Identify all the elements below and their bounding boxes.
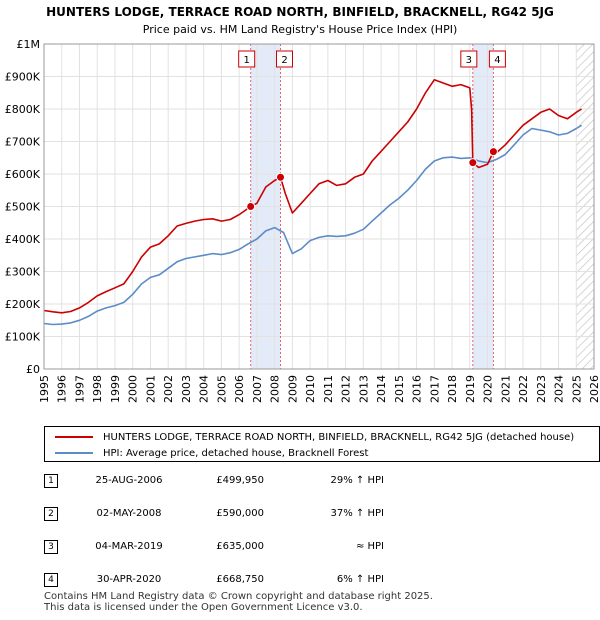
transaction-marker-label: 3 xyxy=(466,55,472,66)
table-row: 1 25-AUG-2006 £499,950 29% ↑ HPI xyxy=(44,471,404,491)
transaction-hpi-note: 37% ↑ HPI xyxy=(330,508,384,519)
legend-item-hpi: HPI: Average price, detached house, Brac… xyxy=(55,445,368,461)
transaction-marker-box xyxy=(460,50,478,68)
x-tick-label: 2007 xyxy=(251,375,264,403)
legend-item-property: HUNTERS LODGE, TERRACE ROAD NORTH, BINFI… xyxy=(55,429,574,445)
y-tick-label: £200K xyxy=(5,298,41,311)
x-tick-label: 1999 xyxy=(109,375,122,403)
x-tick-label: 2018 xyxy=(446,375,459,403)
footer: Contains HM Land Registry data © Crown c… xyxy=(44,591,433,613)
x-tick-label: 2008 xyxy=(269,375,282,403)
transaction-marker: 2 xyxy=(44,507,58,521)
transaction-marker-box xyxy=(238,50,256,68)
transaction-point xyxy=(488,147,498,157)
x-tick-label: 2009 xyxy=(286,375,299,403)
x-tick-label: 2016 xyxy=(411,375,424,403)
x-tick-label: 2006 xyxy=(233,375,246,403)
table-row: 2 02-MAY-2008 £590,000 37% ↑ HPI xyxy=(44,504,404,524)
x-tick-label: 2015 xyxy=(393,375,406,403)
legend-label-property: HUNTERS LODGE, TERRACE ROAD NORTH, BINFI… xyxy=(103,431,575,443)
y-tick-label: £1M xyxy=(17,38,41,51)
legend: HUNTERS LODGE, TERRACE ROAD NORTH, BINFI… xyxy=(44,426,600,462)
y-tick-label: £600K xyxy=(5,168,41,181)
table-row: 3 04-MAR-2019 £635,000 ≈ HPI xyxy=(44,537,404,557)
x-tick-label: 2003 xyxy=(180,375,193,403)
transaction-price: £499,950 xyxy=(216,475,264,486)
x-tick-label: 2022 xyxy=(517,375,530,403)
transaction-marker-box xyxy=(276,50,293,68)
transaction-date: 25-AUG-2006 xyxy=(95,475,163,486)
x-tick-label: 1998 xyxy=(91,375,104,403)
y-tick-label: £400K xyxy=(5,233,41,246)
x-tick-label: 2014 xyxy=(375,375,388,403)
x-tick-label: 2025 xyxy=(570,375,583,403)
x-tick-label: 1997 xyxy=(73,375,86,403)
x-tick-label: 2024 xyxy=(553,375,566,403)
x-tick-label: 2019 xyxy=(464,375,477,403)
y-tick-label: £800K xyxy=(5,103,41,116)
transaction-price: £635,000 xyxy=(216,541,264,552)
x-tick-label: 2026 xyxy=(588,375,600,403)
x-tick-label: 2005 xyxy=(215,375,228,403)
x-tick-label: 2020 xyxy=(482,375,495,403)
transaction-marker: 1 xyxy=(44,474,58,488)
transaction-hpi-note: ≈ HPI xyxy=(355,541,384,552)
transaction-date: 04-MAR-2019 xyxy=(95,541,163,552)
y-tick-label: £500K xyxy=(5,201,41,214)
footer-copyright: Contains HM Land Registry data © Crown c… xyxy=(44,591,433,602)
y-tick-label: £300K xyxy=(5,266,41,279)
plot-border xyxy=(43,43,595,370)
x-tick-label: 2013 xyxy=(357,375,370,403)
transaction-marker: 4 xyxy=(44,573,58,587)
legend-swatch-property xyxy=(55,436,93,438)
y-tick-label: £100K xyxy=(5,331,41,344)
transaction-hpi-note: 6% ↑ HPI xyxy=(336,574,384,585)
legend-label-hpi: HPI: Average price, detached house, Brac… xyxy=(103,447,369,459)
price-chart: HUNTERS LODGE, TERRACE ROAD NORTH, BINFI… xyxy=(5,5,600,403)
legend-swatch-hpi xyxy=(55,452,93,454)
transaction-point xyxy=(468,158,478,168)
x-tick-label: 1995 xyxy=(38,375,51,403)
footer-licence: This data is licensed under the Open Gov… xyxy=(44,602,363,613)
x-tick-label: 2002 xyxy=(162,375,175,403)
transaction-marker: 3 xyxy=(44,540,58,554)
chart-title: HUNTERS LODGE, TERRACE ROAD NORTH, BINFI… xyxy=(46,5,554,19)
transaction-point xyxy=(276,172,285,182)
y-tick-label: £0 xyxy=(26,363,40,376)
x-tick-label: 2017 xyxy=(428,375,441,403)
chart-subtitle: Price paid vs. HM Land Registry's House … xyxy=(143,23,458,36)
transaction-date: 30-APR-2020 xyxy=(96,574,162,585)
table-row: 4 30-APR-2020 £668,750 6% ↑ HPI xyxy=(44,570,404,590)
x-tick-label: 1996 xyxy=(56,375,69,403)
x-tick-label: 2004 xyxy=(198,375,211,403)
transaction-price: £668,750 xyxy=(216,574,264,585)
transaction-price: £590,000 xyxy=(216,508,264,519)
x-tick-label: 2012 xyxy=(340,375,353,403)
transaction-hpi-note: 29% ↑ HPI xyxy=(330,475,384,486)
hpi-line xyxy=(43,124,583,326)
y-tick-label: £900K xyxy=(5,71,41,84)
transaction-marker-box xyxy=(488,50,506,68)
transaction-point xyxy=(246,202,256,212)
x-tick-label: 2023 xyxy=(535,375,548,403)
x-tick-label: 2001 xyxy=(144,375,157,403)
x-tick-label: 2010 xyxy=(304,375,317,403)
x-tick-label: 2000 xyxy=(127,375,140,403)
transaction-marker-label: 1 xyxy=(244,55,250,66)
y-tick-label: £700K xyxy=(5,136,41,149)
transaction-marker-label: 4 xyxy=(494,55,500,66)
transaction-marker-label: 2 xyxy=(281,55,287,66)
x-tick-label: 2021 xyxy=(499,375,512,403)
x-tick-label: 2011 xyxy=(322,375,335,403)
transaction-date: 02-MAY-2008 xyxy=(96,508,162,519)
